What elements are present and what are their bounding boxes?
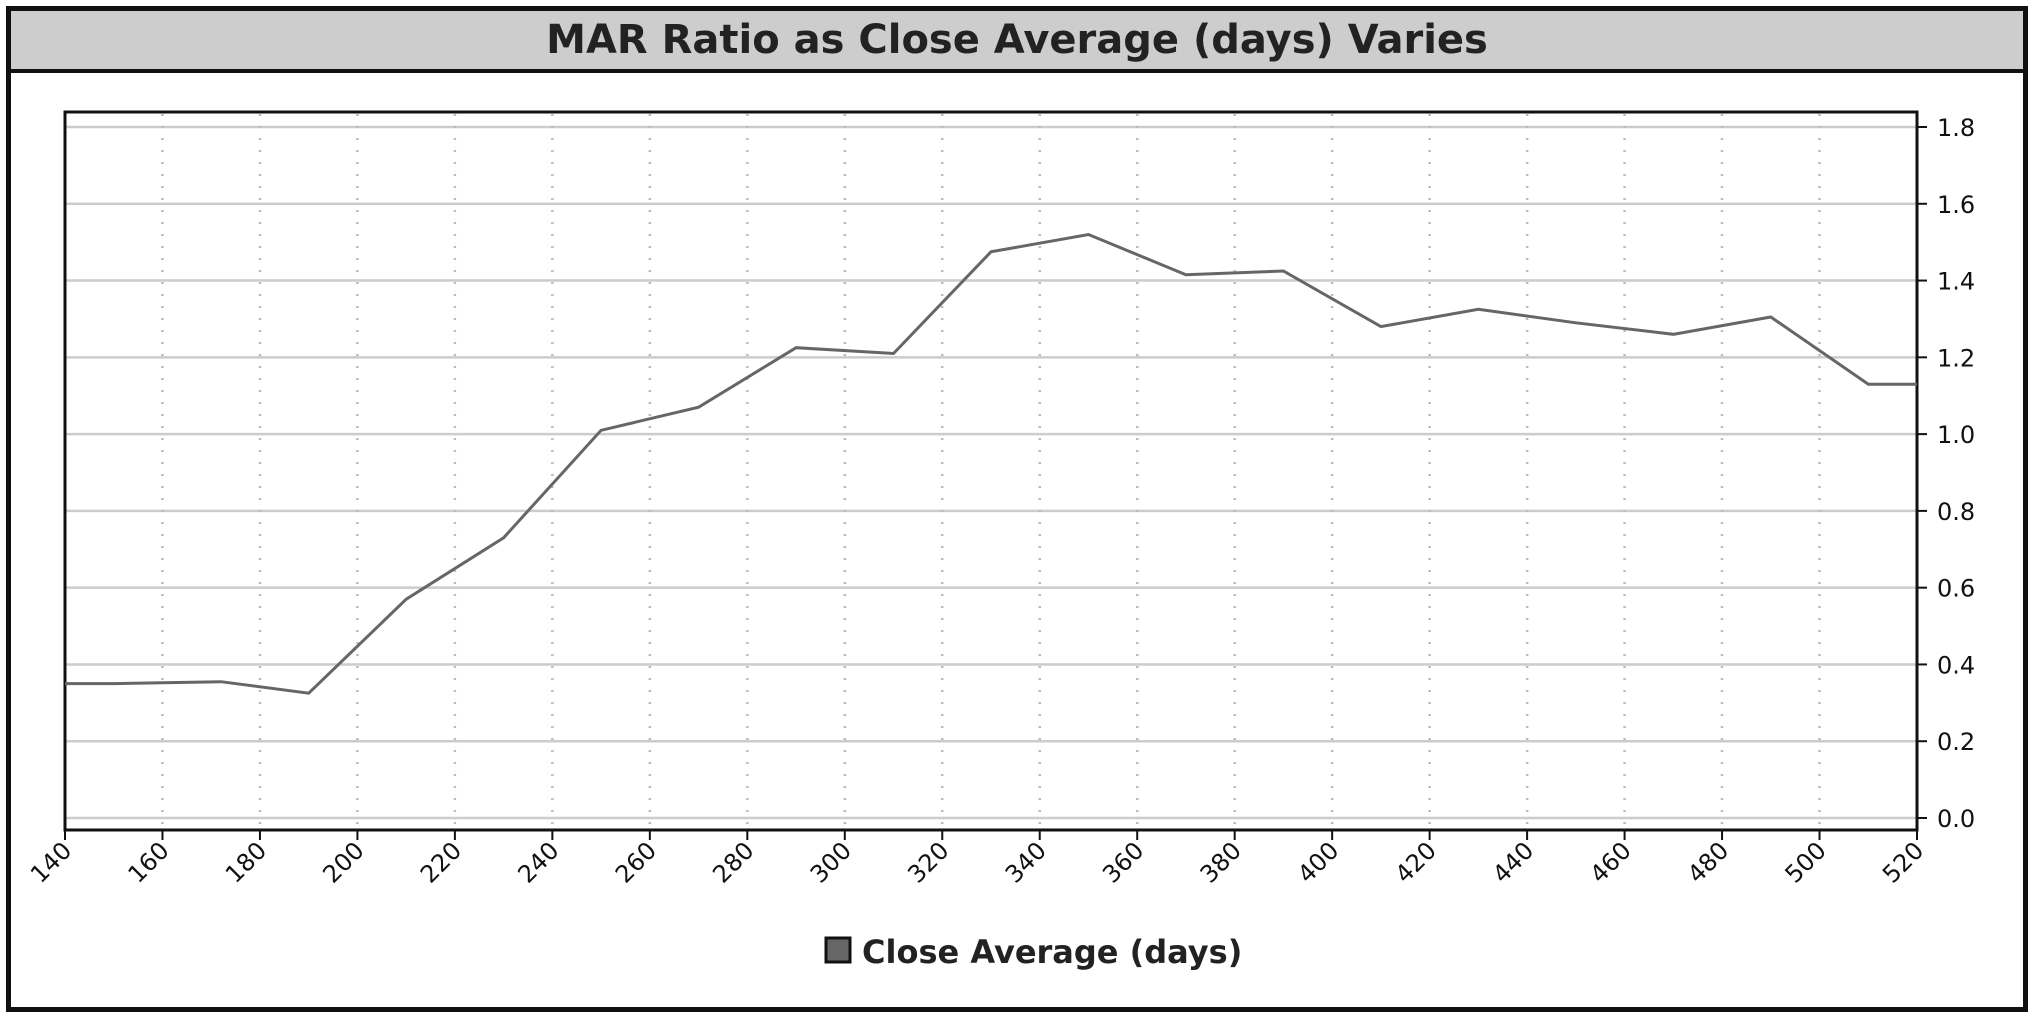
x-tick-label: 380: [1195, 836, 1247, 888]
grid-layer: [65, 114, 1917, 828]
x-tick-label: 180: [220, 836, 272, 888]
x-tick-label: 320: [902, 836, 954, 888]
x-tick-label: 140: [25, 836, 77, 888]
y-tick-label: 1.8: [1937, 114, 1975, 142]
x-tick-label: 240: [512, 836, 564, 888]
legend: Close Average (days): [824, 933, 1242, 971]
x-tick-label: 420: [1390, 836, 1442, 888]
chart-title: MAR Ratio as Close Average (days) Varies: [546, 17, 1488, 63]
series-line: [65, 232, 1917, 695]
x-tick-label: 160: [123, 836, 175, 888]
x-tick-label: 520: [1877, 836, 1929, 888]
y-tick-label: 0.0: [1937, 805, 1975, 833]
y-tick-label: 1.0: [1937, 421, 1975, 449]
y-tick-label: 1.4: [1937, 268, 1975, 296]
x-tick-label: 220: [415, 836, 467, 888]
x-tick-label: 340: [1000, 836, 1052, 888]
legend-swatch: [824, 936, 852, 964]
chart-frame: MAR Ratio as Close Average (days) Varies: [6, 6, 2028, 1012]
series-layer: [65, 232, 1917, 695]
axis-layer: 0.0 0.2 0.4 0.6 0.8 1.0 1.2 1.4 1.6 1.8 140 160 180 2…: [25, 114, 1975, 889]
y-tick-label: 1.2: [1937, 344, 1975, 372]
x-tick-label: 300: [805, 836, 857, 888]
y-tick-label: 0.6: [1937, 575, 1975, 603]
x-tick-label: 200: [317, 836, 369, 888]
x-tick-label: 360: [1097, 836, 1149, 888]
legend-label: Close Average (days): [862, 933, 1242, 971]
x-tick-label: 480: [1682, 836, 1734, 888]
x-tick-label: 460: [1585, 836, 1637, 888]
y-tick-label: 0.8: [1937, 498, 1975, 526]
x-tick-label: 500: [1780, 836, 1832, 888]
y-tick-label: 0.2: [1937, 728, 1975, 756]
x-tick-label: 260: [610, 836, 662, 888]
y-tick-label: 1.6: [1937, 191, 1975, 219]
x-tick-label: 280: [707, 836, 759, 888]
x-tick-label: 440: [1487, 836, 1539, 888]
plot-area: [63, 110, 1919, 832]
title-bar: MAR Ratio as Close Average (days) Varies: [11, 11, 2023, 73]
y-tick-label: 0.4: [1937, 651, 1975, 679]
x-tick-label: 400: [1292, 836, 1344, 888]
